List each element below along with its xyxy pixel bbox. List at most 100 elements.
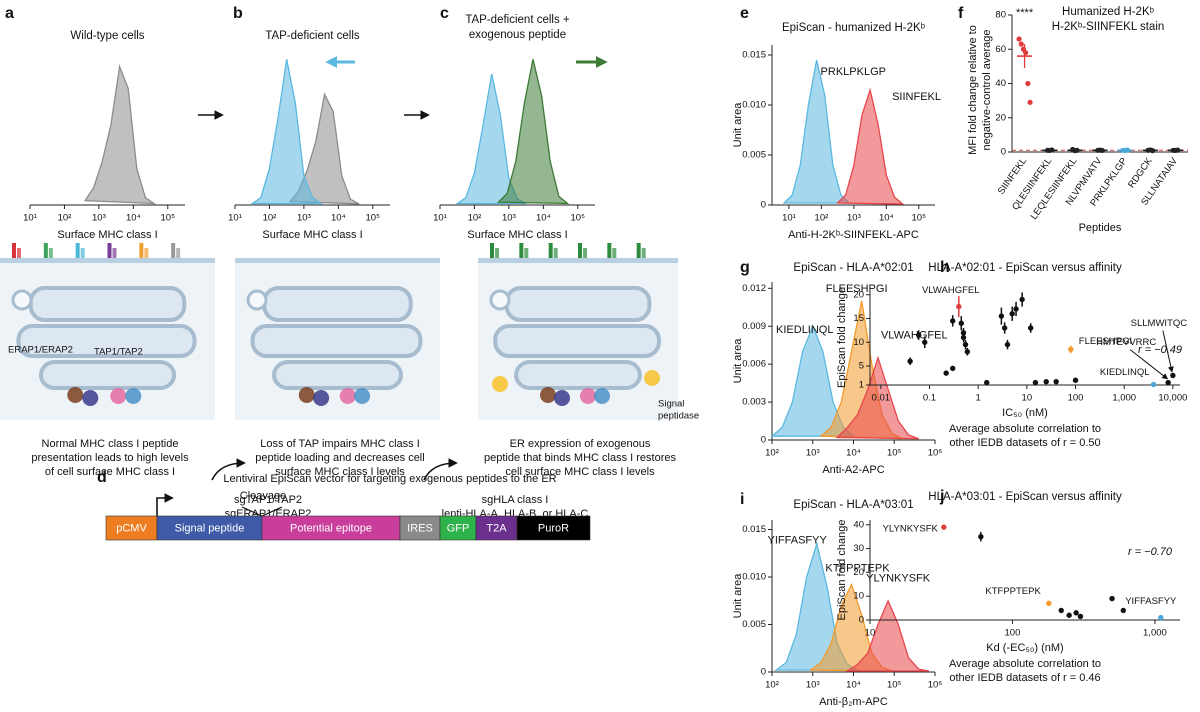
endoplasmic-reticulum xyxy=(250,324,423,358)
mhc-surface xyxy=(75,243,80,258)
point xyxy=(962,341,969,348)
point xyxy=(1013,306,1019,312)
density-curve xyxy=(845,599,930,672)
point xyxy=(915,332,922,338)
vector-segment xyxy=(261,515,401,541)
x-tick-label: 10² xyxy=(468,213,482,224)
caption: presentation leads to high levels xyxy=(31,452,189,464)
x-axis-label: Surface MHC class I xyxy=(467,229,567,241)
y-tick-label: 10 xyxy=(853,591,864,602)
point xyxy=(1027,99,1033,105)
endoplasmic-reticulum xyxy=(272,360,403,390)
point xyxy=(943,370,949,376)
point xyxy=(1066,612,1072,618)
x-tick-label: 10³ xyxy=(806,680,820,691)
chart-title: exogenous peptide xyxy=(469,29,566,41)
point xyxy=(1043,378,1049,385)
x-tick-label: 10¹ xyxy=(23,213,37,224)
x-tick-label: 10⁵ xyxy=(161,213,176,224)
point xyxy=(1001,325,1008,331)
density-curve xyxy=(83,64,157,205)
segment-label: PuroR xyxy=(538,522,569,534)
significance: **** xyxy=(1016,7,1034,19)
chart-title: TAP-deficient cells + xyxy=(465,14,570,26)
y-tick-label: 20 xyxy=(853,567,864,578)
point xyxy=(941,524,947,530)
x-axis-label: Kd (-EC₅₀) (nM) xyxy=(986,642,1063,654)
mhc-surface xyxy=(641,248,646,258)
mhc-surface xyxy=(12,243,16,258)
point-label: HMTEVVRRC xyxy=(1096,337,1156,348)
endoplasmic-reticulum xyxy=(28,286,187,322)
y-axis-label: EpiScan fold change xyxy=(836,520,848,621)
x-axis-label: Anti-H-2Kᵇ-SIINFEKL-APC xyxy=(788,229,919,241)
x-axis-label: IC₅₀ (nM) xyxy=(1002,407,1048,419)
panel-letter: i xyxy=(740,491,744,508)
chart-title: HLA-A*03:01 - EpiScan versus affinity xyxy=(928,491,1122,503)
point-label: YIFFASFYY xyxy=(1125,596,1177,607)
mhc-surface xyxy=(144,248,149,258)
x-axis-label: Peptides xyxy=(1079,222,1122,234)
vector-segment xyxy=(475,515,518,541)
proteasome xyxy=(339,388,356,404)
y-tick-label: 40 xyxy=(995,78,1006,89)
point xyxy=(1046,600,1052,607)
x-tick-label: 10⁵ xyxy=(571,213,586,224)
point xyxy=(960,334,967,341)
point xyxy=(1004,341,1011,348)
panel-letter: g xyxy=(740,259,750,276)
mhc-surface xyxy=(578,243,582,258)
protein-label: Signal xyxy=(658,399,684,410)
series-label: KIEDLINQL xyxy=(776,324,833,336)
point xyxy=(1018,41,1024,47)
x-axis-label: Surface MHC class I xyxy=(57,229,157,241)
x-tick-label: 10⁵ xyxy=(887,448,902,459)
y-tick-label: 0.010 xyxy=(742,100,766,111)
x-tick-label: 10⁵ xyxy=(912,213,927,224)
x-axis-label: Anti-β₂m-APC xyxy=(819,696,888,708)
panel-letter: c xyxy=(440,5,449,22)
point xyxy=(1058,607,1064,614)
chart-title: H-2Kᵇ-SIINFEKL stain xyxy=(1052,21,1165,33)
x-tick-label: 100 xyxy=(1005,628,1021,639)
point xyxy=(950,318,956,324)
proteasome xyxy=(313,390,330,406)
y-tick-label: 0.003 xyxy=(742,397,766,408)
chart-title: EpiScan - HLA-A*03:01 xyxy=(793,499,913,511)
step-label: sgHLA class I xyxy=(482,494,549,506)
mhc-surface xyxy=(176,248,181,258)
x-tick-label: 10⁴ xyxy=(331,213,346,224)
x-tick-label: 10⁴ xyxy=(879,213,894,224)
x-tick-label: 1 xyxy=(976,393,981,404)
segment-label: pCMV xyxy=(116,522,147,534)
vector-segment xyxy=(156,515,263,541)
x-tick-label: 10² xyxy=(263,213,277,224)
point xyxy=(1170,372,1176,379)
mhc-surface xyxy=(48,248,53,258)
point xyxy=(1025,80,1031,87)
caption: peptide that binds MHC class I restores xyxy=(484,452,676,464)
x-tick-label: 10⁴ xyxy=(846,680,861,691)
y-axis-label: EpiScan fold change xyxy=(836,287,848,388)
footnote: Average absolute correlation to xyxy=(949,658,1101,670)
proteasome xyxy=(540,387,556,403)
point xyxy=(950,365,956,372)
caption: cell surface MHC class I levels xyxy=(505,466,655,478)
y-axis-label: Unit area xyxy=(732,102,744,148)
mhc-surface xyxy=(553,248,558,258)
point xyxy=(1023,50,1029,56)
segment-label: T2A xyxy=(486,522,507,534)
endoplasmic-reticulum xyxy=(514,360,642,390)
y-axis-label: negative-control average xyxy=(981,29,993,150)
cell-membrane xyxy=(235,258,440,263)
x-tick-label: 10 xyxy=(865,628,876,639)
mhc-surface xyxy=(583,248,587,258)
x-tick-label: 10² xyxy=(815,213,829,224)
point xyxy=(998,313,1005,319)
endoplasmic-reticulum xyxy=(38,360,177,390)
panel-letter: d xyxy=(97,469,107,486)
point xyxy=(1077,613,1084,620)
y-tick-label: 60 xyxy=(995,44,1006,55)
proteasome xyxy=(594,388,610,404)
